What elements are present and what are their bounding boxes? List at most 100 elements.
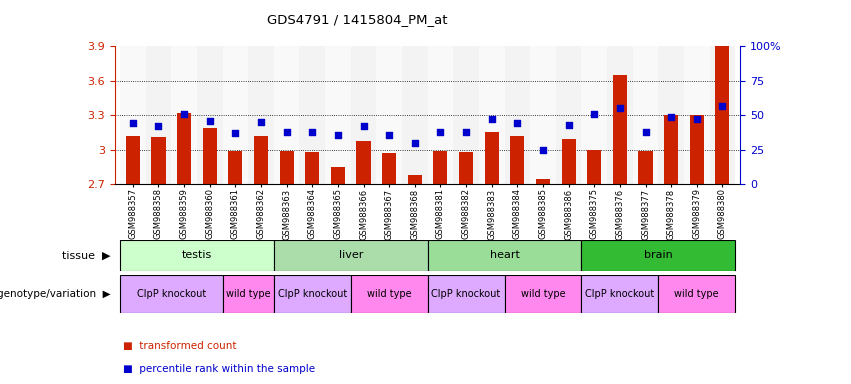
Point [177,111,191,117]
Bar [223,275,274,313]
Bar [530,46,556,184]
Text: brain: brain [644,250,672,260]
Bar [632,46,659,184]
Point [357,123,370,129]
Point [665,114,678,120]
Bar [716,46,729,184]
Point [485,116,499,122]
Bar [223,46,248,184]
Point [203,118,216,124]
Bar [351,275,428,313]
Text: ClpP knockout: ClpP knockout [431,289,500,299]
Point [613,105,626,111]
Text: ClpP knockout: ClpP knockout [137,289,206,299]
Bar [274,240,428,271]
Bar [357,141,370,184]
Point [126,121,140,127]
Bar [254,136,268,184]
Bar [376,46,402,184]
Point [331,131,345,137]
Bar [151,137,165,184]
Bar [454,46,479,184]
Text: wild type: wild type [675,289,719,299]
Text: ClpP knockout: ClpP knockout [277,289,347,299]
Bar [659,46,684,184]
Text: ■  transformed count: ■ transformed count [123,341,237,351]
Point [151,123,165,129]
Point [306,129,319,135]
Bar [505,46,530,184]
Bar [459,152,473,184]
Bar [171,46,197,184]
Bar [280,151,294,184]
Point [536,147,550,153]
Bar [479,46,505,184]
Point [408,140,421,146]
Bar [197,46,223,184]
Bar [581,240,735,271]
Bar [402,46,428,184]
Bar [428,275,505,313]
Bar [126,136,140,184]
Bar [587,150,602,184]
Bar [581,46,607,184]
Bar [120,240,274,271]
Bar [664,115,678,184]
Point [280,129,294,135]
Point [229,130,243,136]
Point [639,129,653,135]
Point [382,131,396,137]
Bar [505,275,581,313]
Point [562,122,575,128]
Bar [511,136,524,184]
Text: genotype/variation  ▶: genotype/variation ▶ [0,289,111,299]
Text: wild type: wild type [367,289,412,299]
Bar [428,240,581,271]
Bar [710,46,735,184]
Text: wild type: wild type [226,289,271,299]
Text: wild type: wild type [521,289,565,299]
Bar [351,46,376,184]
Point [690,116,704,122]
Bar [433,151,448,184]
Bar [556,46,581,184]
Text: GDS4791 / 1415804_PM_at: GDS4791 / 1415804_PM_at [267,13,448,26]
Point [511,121,524,127]
Bar [177,113,191,184]
Bar [300,46,325,184]
Bar [274,46,300,184]
Point [716,103,729,109]
Bar [536,179,550,184]
Bar [203,128,217,184]
Point [254,119,268,125]
Point [587,111,601,117]
Bar [382,153,397,184]
Bar [331,167,345,184]
Text: ■  percentile rank within the sample: ■ percentile rank within the sample [123,364,316,374]
Point [460,129,473,135]
Bar [428,46,454,184]
Bar [248,46,274,184]
Bar [684,46,710,184]
Bar [120,275,223,313]
Point [434,129,448,135]
Bar [228,151,243,184]
Bar [274,275,351,313]
Bar [306,152,319,184]
Text: liver: liver [339,250,363,260]
Bar [613,75,627,184]
Bar [146,46,171,184]
Bar [659,275,735,313]
Bar [607,46,632,184]
Bar [690,115,704,184]
Bar [120,46,146,184]
Text: testis: testis [182,250,212,260]
Bar [581,275,659,313]
Text: tissue  ▶: tissue ▶ [62,250,111,260]
Text: heart: heart [489,250,519,260]
Bar [638,151,653,184]
Bar [485,132,499,184]
Bar [408,175,422,184]
Bar [562,139,575,184]
Bar [325,46,351,184]
